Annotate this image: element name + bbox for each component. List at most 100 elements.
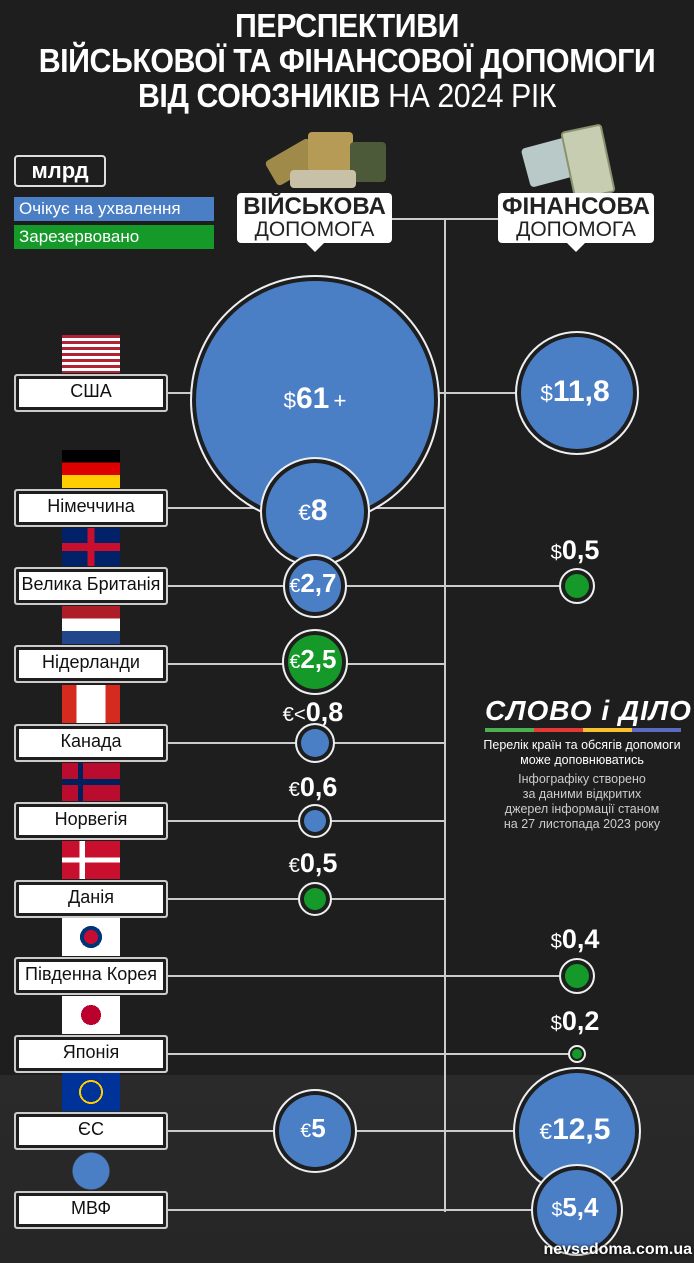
country-label: Данія: [14, 880, 168, 918]
currency-symbol: €: [300, 1120, 312, 1142]
financial-bubble: [559, 568, 595, 604]
military-bubble: [260, 457, 370, 567]
country-label: Нідерланди: [14, 645, 168, 683]
currency-symbol: €: [539, 1119, 553, 1144]
country-label: Японія: [14, 1035, 168, 1073]
amount: 8: [310, 494, 328, 527]
financial-bubble: [568, 1045, 586, 1063]
note-line: може доповнюватись: [520, 753, 644, 767]
financial-header-line1: ФІНАНСОВА: [501, 193, 651, 220]
currency-symbol: $: [550, 1013, 562, 1035]
row-connector: [168, 585, 577, 587]
watermark: nevsedoma.com.ua: [543, 1241, 693, 1258]
military-bubble: [282, 629, 348, 695]
country-label: Норвегія: [14, 802, 168, 840]
amount: 61: [296, 382, 330, 415]
country-label: Канада: [14, 724, 168, 762]
amount: 0,8: [305, 697, 344, 727]
amount: 0,6: [299, 772, 338, 802]
title-bold: ВІД СОЮЗНИКІВ: [137, 77, 381, 114]
flag-icon: [62, 1152, 120, 1190]
bubble-value-label: €2,7: [245, 568, 385, 599]
bubble-value-label: $11,8: [507, 375, 647, 409]
financial-bubble: [513, 1067, 641, 1195]
note-list: Перелік країн та обсягів допомоги може д…: [470, 738, 694, 768]
country-label: США: [14, 374, 168, 412]
amount: 5,4: [562, 1192, 599, 1222]
financial-bubble: [559, 958, 595, 994]
currency-symbol: $: [551, 1199, 563, 1221]
country-label: Велика Британія: [14, 567, 168, 605]
money-stacks-icon: [520, 122, 625, 201]
amount: 5: [311, 1113, 326, 1143]
unit-badge: млрд: [14, 155, 106, 187]
country-label: Німеччина: [14, 489, 168, 527]
flag-icon: [62, 685, 120, 723]
military-header-line1: ВІЙСЬКОВА: [243, 193, 386, 220]
military-bubble: [295, 723, 335, 763]
currency-symbol: $: [550, 931, 562, 953]
page-title: ПЕРСПЕКТИВИ ВІЙСЬКОВОЇ ТА ФІНАНСОВОЇ ДОП…: [28, 8, 666, 113]
currency-symbol: €: [288, 855, 300, 877]
bubble-value-label: $0,4: [507, 924, 647, 955]
ammo-boxes-icon: [264, 120, 388, 190]
logo-color-bar: [485, 728, 681, 732]
bubble-value-label: €0,5: [245, 848, 385, 879]
currency-symbol: $: [550, 542, 562, 564]
note-line: на 27 листопада 2023 року: [503, 817, 661, 831]
bubble-value-label: €2,5: [245, 644, 385, 675]
flag-icon: [62, 918, 120, 956]
currency-symbol: €: [288, 779, 300, 801]
flag-icon: [62, 528, 120, 566]
amount: 0,5: [299, 848, 338, 878]
amount: 11,8: [552, 375, 610, 408]
amount: 12,5: [552, 1113, 611, 1146]
note-source: Інфографіку створено за даними відкритих…: [470, 772, 694, 832]
country-label: Південна Корея: [14, 957, 168, 995]
note-line: за даними відкритих: [522, 787, 642, 801]
title-line-2: ВІЙСЬКОВОЇ ТА ФІНАНСОВОЇ ДОПОМОГИ: [38, 42, 656, 79]
amount: 2,5: [300, 644, 337, 674]
row-connector: [168, 1053, 577, 1055]
bubble-value-label: $5,4: [507, 1192, 647, 1223]
financial-bubble: [531, 1164, 623, 1256]
military-bubble: [283, 554, 347, 618]
flag-icon: [62, 606, 120, 644]
currency-symbol: $: [540, 381, 553, 406]
bubble-value-label: $61 +: [245, 382, 385, 416]
flag-icon: [62, 1073, 120, 1111]
military-bubble: [298, 882, 332, 916]
military-bubble: [273, 1089, 357, 1173]
amount-suffix: +: [333, 388, 347, 413]
bubble-value-label: €12,5: [507, 1113, 647, 1147]
currency-symbol: €<: [282, 704, 306, 726]
currency-symbol: €: [289, 575, 301, 597]
currency-symbol: €: [289, 651, 301, 673]
financial-aid-header: ФІНАНСОВА ДОПОМОГА: [498, 193, 654, 252]
row-connector: [168, 1209, 577, 1211]
military-header-line2: ДОПОМОГА: [254, 218, 375, 241]
slovo-i-dilo-logo: СЛОВО і ДІЛО: [485, 695, 692, 726]
bubble-value-label: $0,2: [507, 1006, 647, 1037]
note-line: Перелік країн та обсягів допомоги: [483, 738, 681, 752]
military-bubble: [298, 804, 332, 838]
legend-pending: Очікує на ухвалення: [14, 197, 214, 221]
financial-header-line2: ДОПОМОГА: [516, 218, 636, 241]
flag-icon: [62, 996, 120, 1034]
bubble-value-label: €<0,8: [245, 697, 385, 728]
amount: 2,7: [300, 568, 337, 598]
amount: 0,2: [561, 1006, 600, 1036]
bubble-value-label: €0,6: [245, 772, 385, 803]
military-aid-header: ВІЙСЬКОВА ДОПОМОГА: [237, 193, 392, 252]
title-line-3: ВІД СОЮЗНИКІВ НА 2024 РІК: [28, 78, 666, 113]
country-label: МВФ: [14, 1191, 168, 1229]
amount: 0,5: [561, 535, 600, 565]
note-line: джерел інформації станом: [504, 802, 660, 816]
note-line: Інфографіку створено: [518, 772, 646, 786]
bubble-value-label: €8: [245, 494, 385, 528]
flag-icon: [62, 450, 120, 488]
center-axis-line: [444, 218, 446, 1212]
country-label: ЄС: [14, 1112, 168, 1150]
bubble-value-label: $0,5: [507, 535, 647, 566]
flag-icon: [62, 763, 120, 801]
